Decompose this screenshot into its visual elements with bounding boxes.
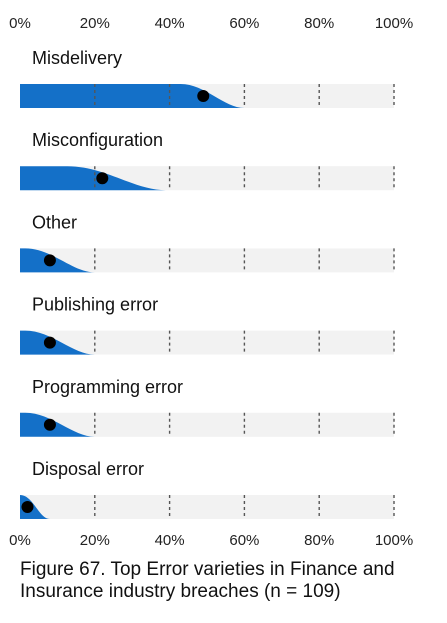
distribution-3 xyxy=(20,330,95,355)
row-3: Publishing error xyxy=(20,295,395,355)
chart-rows: Misdelivery Misconfiguration Other Publishi… xyxy=(20,48,395,519)
row-0: Misdelivery xyxy=(20,48,395,108)
point-estimate-1 xyxy=(96,172,109,185)
figure-caption: Figure 67. Top Error varieties in Financ… xyxy=(20,559,447,603)
track-4 xyxy=(20,412,394,437)
distribution-0 xyxy=(20,84,245,108)
point-estimate-0 xyxy=(197,90,210,102)
point-estimate-3 xyxy=(43,336,56,349)
error-varieties-chart: 0% 20% 40% 60% 80% 100% Misdelivery Misconfigu… xyxy=(9,15,413,549)
track-5 xyxy=(20,495,394,519)
bottom-axis-tick-label-1: 20% xyxy=(80,532,110,549)
bottom-axis-tick-label-4: 80% xyxy=(304,532,334,549)
bottom-x-axis: 0% 20% 40% 60% 80% 100% xyxy=(9,532,413,549)
track-2 xyxy=(20,248,394,273)
caption-line-2: Insurance industry breaches (n = 109) xyxy=(20,581,341,602)
point-estimate-4 xyxy=(43,418,56,431)
track-3 xyxy=(20,330,394,355)
top-axis-tick-label-1: 20% xyxy=(80,15,110,32)
row-5: Disposal error xyxy=(20,459,395,519)
top-x-axis: 0% 20% 40% 60% 80% 100% xyxy=(9,15,413,32)
category-label-2: Other xyxy=(32,212,77,232)
distribution-4 xyxy=(20,412,95,437)
bottom-axis-tick-label-2: 40% xyxy=(155,532,185,549)
category-label-4: Programming error xyxy=(32,377,183,397)
top-axis-tick-label-4: 80% xyxy=(304,15,334,32)
point-estimate-2 xyxy=(43,254,56,267)
category-label-5: Disposal error xyxy=(32,459,144,479)
caption-line-1: Figure 67. Top Error varieties in Financ… xyxy=(20,559,395,580)
bottom-axis-tick-label-0: 0% xyxy=(9,532,31,549)
category-label-3: Publishing error xyxy=(32,295,158,315)
distribution-1 xyxy=(20,166,166,191)
top-axis-tick-label-0: 0% xyxy=(9,15,31,32)
category-label-1: Misconfiguration xyxy=(32,130,163,150)
category-label-0: Misdelivery xyxy=(32,48,122,68)
row-2: Other xyxy=(20,212,395,273)
bottom-axis-tick-label-5: 100% xyxy=(375,532,413,549)
top-axis-tick-label-5: 100% xyxy=(375,15,413,32)
row-1: Misconfiguration xyxy=(20,130,395,191)
row-4: Programming error xyxy=(20,377,395,437)
bottom-axis-tick-label-3: 60% xyxy=(229,532,259,549)
point-estimate-5 xyxy=(21,501,34,513)
distribution-2 xyxy=(20,248,95,273)
top-axis-tick-label-3: 60% xyxy=(229,15,259,32)
top-axis-tick-label-2: 40% xyxy=(155,15,185,32)
